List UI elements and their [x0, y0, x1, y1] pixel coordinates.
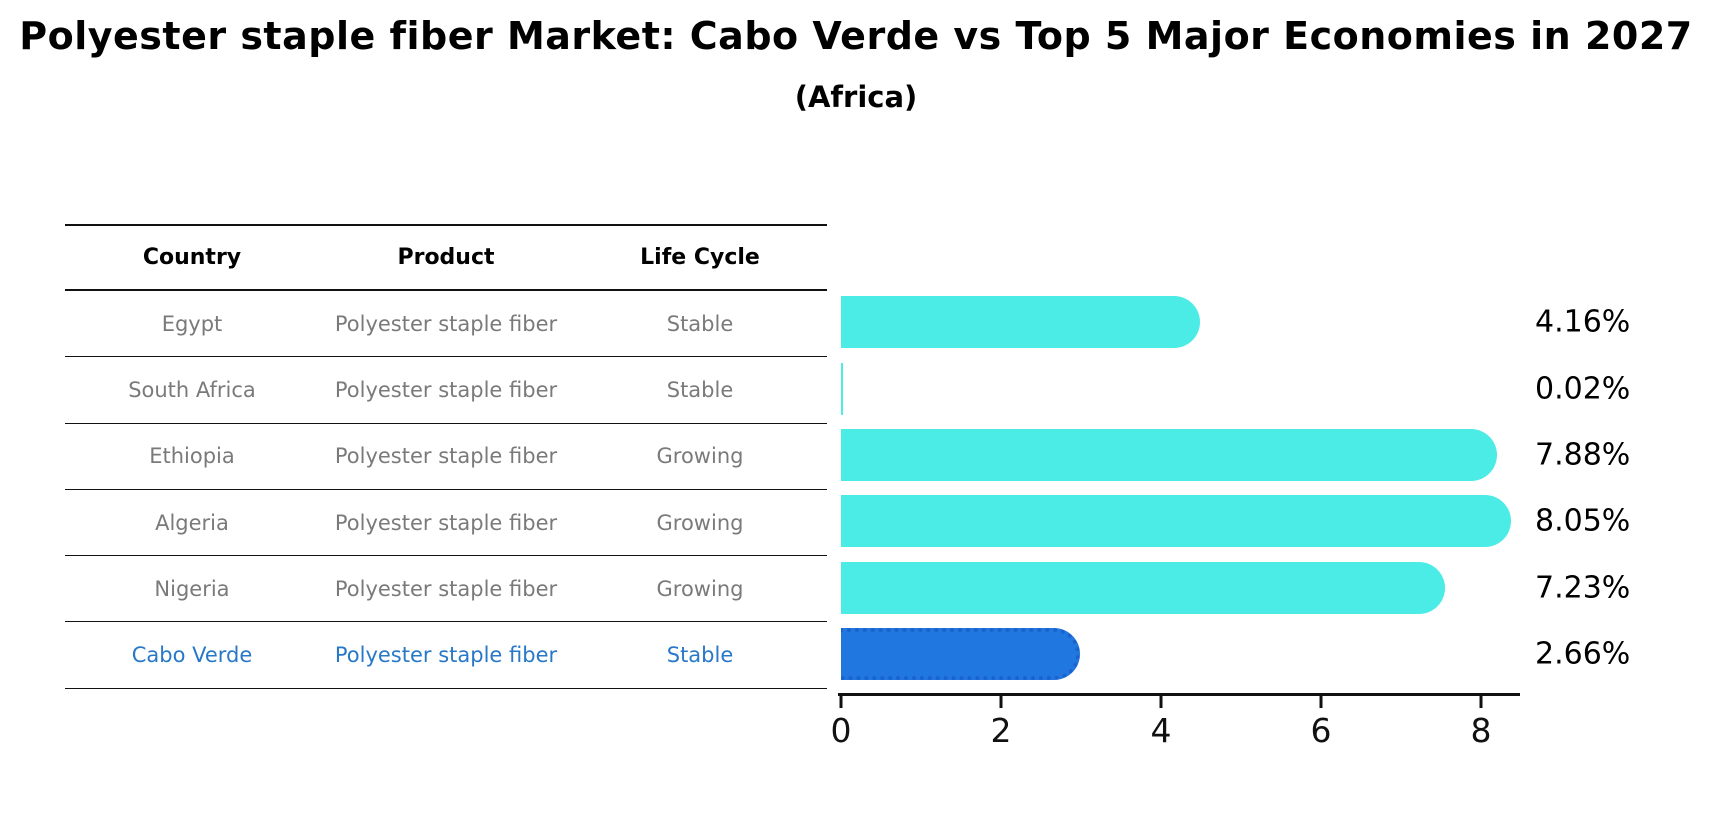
cell-life-cycle: Growing: [656, 444, 744, 469]
cell-product: Polyester staple fiber: [334, 510, 558, 535]
cell-product: Polyester staple fiber: [334, 311, 558, 336]
table-header-row: Country Product Life Cycle: [65, 226, 827, 291]
cell-country: South Africa: [128, 377, 256, 402]
cell-life-cycle: Growing: [656, 576, 744, 601]
cell-life-cycle: Stable: [666, 311, 734, 336]
column-header-country: Country: [142, 245, 242, 270]
cell-country: Cabo Verde: [131, 643, 253, 668]
table-row-egypt: Egypt Polyester staple fiber Stable: [65, 291, 827, 358]
cell-life-cycle: Stable: [666, 377, 734, 402]
chart-subtitle: (Africa): [794, 80, 918, 114]
x-axis-tick: [839, 696, 843, 708]
column-header-product: Product: [397, 245, 495, 270]
value-label-egypt: 4.16%: [1535, 304, 1631, 340]
cell-country: Algeria: [155, 510, 229, 535]
cell-product: Polyester staple fiber: [334, 444, 558, 469]
x-axis-tick: [1479, 696, 1483, 708]
x-axis-tick-label: 2: [990, 711, 1012, 750]
table-row-ethiopia: Ethiopia Polyester staple fiber Growing: [65, 424, 827, 490]
value-label-south-africa: 0.02%: [1535, 371, 1631, 407]
table-row-cabo-verde: Cabo Verde Polyester staple fiber Stable: [65, 622, 827, 689]
value-label-ethiopia: 7.88%: [1535, 437, 1631, 473]
cell-life-cycle: Stable: [666, 643, 734, 668]
x-axis-tick: [1159, 696, 1163, 708]
bar-egypt: [841, 296, 1200, 348]
table-row-algeria: Algeria Polyester staple fiber Growing: [65, 490, 827, 557]
cell-country: Ethiopia: [149, 444, 235, 469]
cell-product: Polyester staple fiber: [334, 643, 558, 668]
country-table: Country Product Life Cycle Egypt Polyest…: [65, 224, 827, 689]
table-row-nigeria: Nigeria Polyester staple fiber Growing: [65, 556, 827, 623]
bar-ethiopia: [841, 429, 1497, 481]
value-label-algeria: 8.05%: [1535, 503, 1631, 539]
value-label-nigeria: 7.23%: [1535, 570, 1631, 606]
x-axis-line: [838, 693, 1520, 696]
cell-product: Polyester staple fiber: [334, 576, 558, 601]
bar-nigeria: [841, 562, 1445, 614]
column-header-life-cycle: Life Cycle: [640, 245, 760, 270]
value-label-cabo-verde: 2.66%: [1535, 636, 1631, 672]
cell-product: Polyester staple fiber: [334, 377, 558, 402]
x-axis-tick-label: 4: [1150, 711, 1172, 750]
x-axis-tick-label: 8: [1470, 711, 1492, 750]
cell-country: Egypt: [161, 311, 223, 336]
bar-cabo-verde: [841, 628, 1080, 680]
table-row-south-africa: South Africa Polyester staple fiber Stab…: [65, 357, 827, 424]
cell-country: Nigeria: [154, 576, 230, 601]
chart-title: Polyester staple fiber Market: Cabo Verd…: [19, 14, 1693, 58]
x-axis-tick: [1319, 696, 1323, 708]
x-axis-tick-label: 0: [830, 711, 852, 750]
x-axis-tick: [999, 696, 1003, 708]
x-axis-tick-label: 6: [1310, 711, 1332, 750]
bar-south-africa: [841, 363, 843, 415]
bar-algeria: [841, 495, 1511, 547]
cell-life-cycle: Growing: [656, 510, 744, 535]
